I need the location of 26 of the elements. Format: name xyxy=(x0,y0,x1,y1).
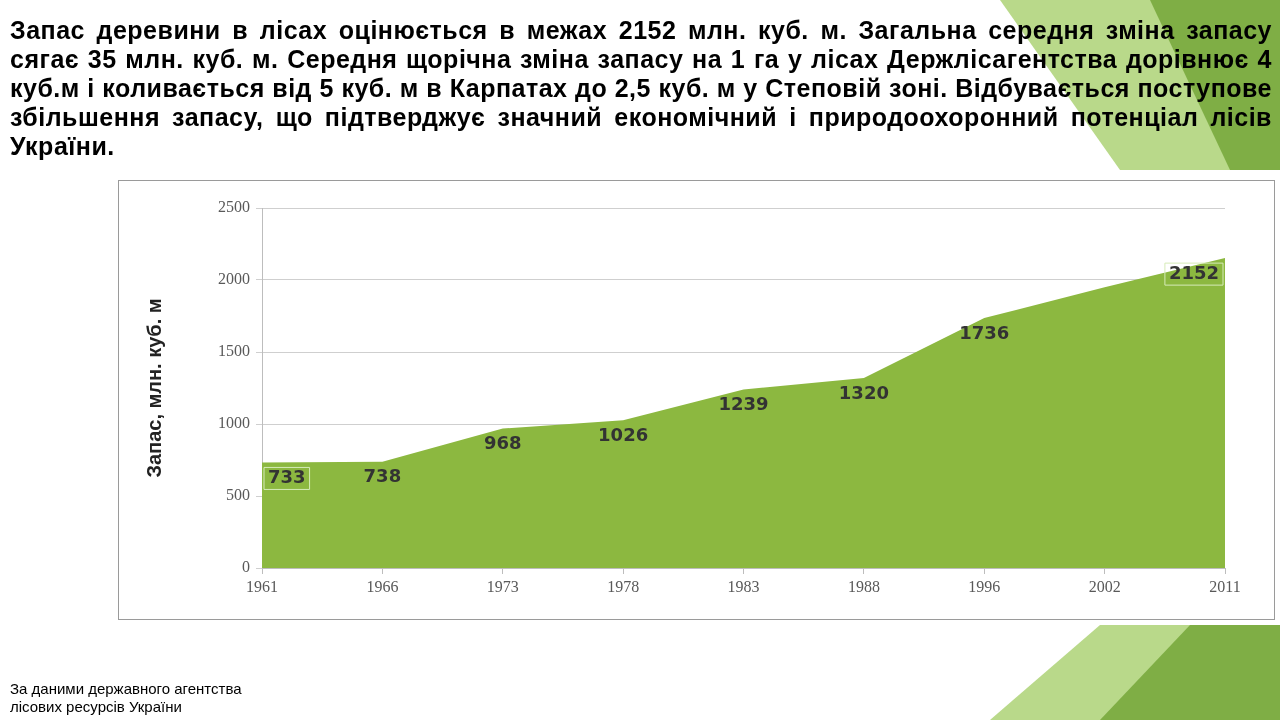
y-tick-label: 2000 xyxy=(218,270,250,288)
y-axis-title: Запас, млн. куб. м xyxy=(142,298,165,478)
data-label: 733 xyxy=(268,466,306,488)
x-tick-label: 1966 xyxy=(366,577,399,595)
x-tick-label: 2002 xyxy=(1088,577,1121,595)
x-tick-label: 1978 xyxy=(607,577,640,595)
chart-title: Запас деревини в лісах оцінюється в межах 2152 млн. куб. м. Загальна середня зміна запасу сягає 35 млн. куб. м. Середня щорічна зміна запасу на 1 га у лісах Держлісагентства дорівнює 4 куб.м і коливається від 5 куб. м в Карпатах до 2,5 куб. м у Степовій зоні. Відбувається поступове збільшення запасу, що підтверджує значний економічний і природоохоронний потенціал лісів України. xyxy=(10,16,1272,161)
data-label: 1736 xyxy=(959,321,1010,343)
y-tick-label: 0 xyxy=(242,558,250,576)
x-tick-label: 1996 xyxy=(968,577,1001,595)
y-tick-label: 1500 xyxy=(218,342,250,360)
y-tick-label: 2500 xyxy=(218,198,250,216)
x-tick-label: 1961 xyxy=(246,577,278,595)
x-tick-label: 1988 xyxy=(847,577,880,595)
y-tick-label: 1000 xyxy=(218,414,250,432)
x-tick-label: 2011 xyxy=(1209,577,1241,595)
data-label: 738 xyxy=(363,465,402,487)
data-label: 1320 xyxy=(838,381,889,403)
x-tick-label: 1983 xyxy=(727,577,760,595)
data-label: 968 xyxy=(483,432,522,454)
y-tick-label: 500 xyxy=(226,486,250,504)
data-label: 2152 xyxy=(1168,261,1220,283)
x-tick-label: 1973 xyxy=(486,577,519,595)
data-label: 1026 xyxy=(598,423,649,445)
text: За даними державного агентства лісових ресурсів України xyxy=(10,680,243,716)
data-label: 1239 xyxy=(718,393,769,415)
